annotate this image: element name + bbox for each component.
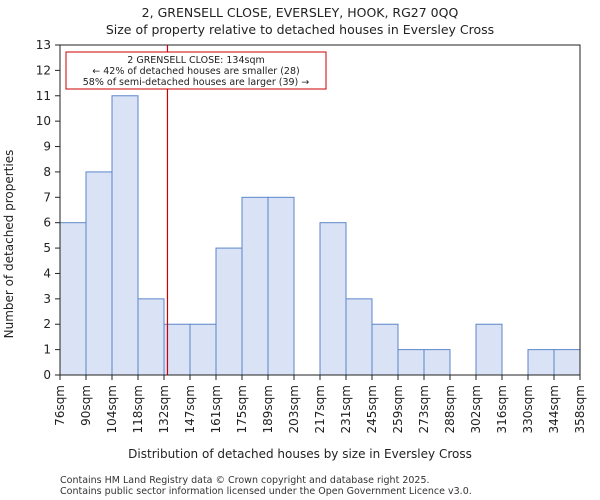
chart-title: 2, GRENSELL CLOSE, EVERSLEY, HOOK, RG27 … bbox=[142, 5, 459, 20]
x-tick-label: 90sqm bbox=[79, 385, 93, 426]
bar-189sqm bbox=[267, 196, 295, 376]
bar-132sqm bbox=[163, 323, 191, 376]
y-tick-label: 5 bbox=[43, 241, 51, 255]
bar-330sqm bbox=[527, 349, 555, 376]
x-tick-label: 330sqm bbox=[521, 385, 535, 433]
x-tick-label: 189sqm bbox=[261, 385, 275, 433]
x-tick-label: 302sqm bbox=[469, 385, 483, 433]
bar-161sqm bbox=[215, 247, 243, 376]
bar-231sqm bbox=[345, 298, 373, 376]
y-tick-label: 6 bbox=[43, 216, 51, 230]
annotation-line-1: 2 GRENSELL CLOSE: 134sqm bbox=[127, 55, 264, 66]
bar-175sqm bbox=[241, 196, 269, 376]
x-tick-label: 316sqm bbox=[495, 385, 509, 433]
y-tick-label: 1 bbox=[43, 343, 51, 357]
bar-245sqm bbox=[371, 323, 399, 376]
bars bbox=[59, 95, 581, 376]
annotation-line-3: 58% of semi-detached houses are larger (… bbox=[83, 77, 310, 88]
annotation-line-2: ← 42% of detached houses are smaller (28… bbox=[92, 66, 299, 77]
x-tick-label: 231sqm bbox=[339, 385, 353, 433]
chart-subtitle: Size of property relative to detached ho… bbox=[106, 22, 494, 37]
y-tick-label: 4 bbox=[43, 266, 51, 280]
x-axis-ticks: 76sqm 90sqm 104sqm 118sqm 132sqm 147sqm 161sqm… bbox=[53, 375, 587, 433]
y-tick-label: 9 bbox=[43, 140, 51, 154]
x-tick-label: 358sqm bbox=[573, 385, 587, 433]
bar-302sqm bbox=[475, 323, 503, 376]
x-tick-label: 104sqm bbox=[105, 385, 119, 433]
y-tick-label: 3 bbox=[43, 292, 51, 306]
y-tick-label: 13 bbox=[36, 38, 51, 52]
y-tick-label: 12 bbox=[36, 63, 51, 77]
y-axis-label: Number of detached properties bbox=[2, 150, 16, 339]
y-tick-label: 8 bbox=[43, 165, 51, 179]
x-tick-label: 132sqm bbox=[157, 385, 171, 433]
bar-118sqm bbox=[137, 298, 165, 376]
plot-frame bbox=[59, 44, 581, 376]
x-tick-label: 203sqm bbox=[287, 385, 301, 433]
x-tick-label: 259sqm bbox=[391, 385, 405, 433]
bar-273sqm bbox=[423, 349, 451, 376]
x-tick-label: 288sqm bbox=[443, 385, 457, 433]
x-tick-label: 217sqm bbox=[313, 385, 327, 433]
y-tick-label: 7 bbox=[43, 190, 51, 204]
bar-259sqm bbox=[397, 349, 425, 376]
x-tick-label: 344sqm bbox=[547, 385, 561, 433]
x-axis-label: Distribution of detached houses by size … bbox=[128, 447, 472, 461]
x-tick-label: 273sqm bbox=[417, 385, 431, 433]
y-tick-label: 2 bbox=[43, 317, 51, 331]
x-tick-label: 245sqm bbox=[365, 385, 379, 433]
y-tick-label: 0 bbox=[43, 368, 51, 382]
annotation-box: 2 GRENSELL CLOSE: 134sqm ← 42% of detach… bbox=[65, 51, 327, 90]
x-tick-label: 118sqm bbox=[131, 385, 145, 433]
bar-344sqm bbox=[553, 349, 581, 376]
footer-line-2: Contains public sector information licen… bbox=[60, 486, 472, 497]
x-tick-label: 175sqm bbox=[235, 385, 249, 433]
bar-76sqm bbox=[59, 222, 87, 376]
footer-line-1: Contains HM Land Registry data © Crown c… bbox=[60, 475, 430, 486]
bar-217sqm bbox=[319, 222, 347, 376]
bar-104sqm bbox=[111, 95, 139, 376]
bar-147sqm bbox=[189, 323, 217, 376]
y-tick-label: 11 bbox=[36, 89, 51, 103]
x-tick-label: 161sqm bbox=[209, 385, 223, 433]
y-tick-label: 10 bbox=[36, 114, 51, 128]
bar-90sqm bbox=[85, 171, 113, 376]
x-tick-label: 76sqm bbox=[53, 385, 67, 426]
x-tick-label: 147sqm bbox=[183, 385, 197, 433]
